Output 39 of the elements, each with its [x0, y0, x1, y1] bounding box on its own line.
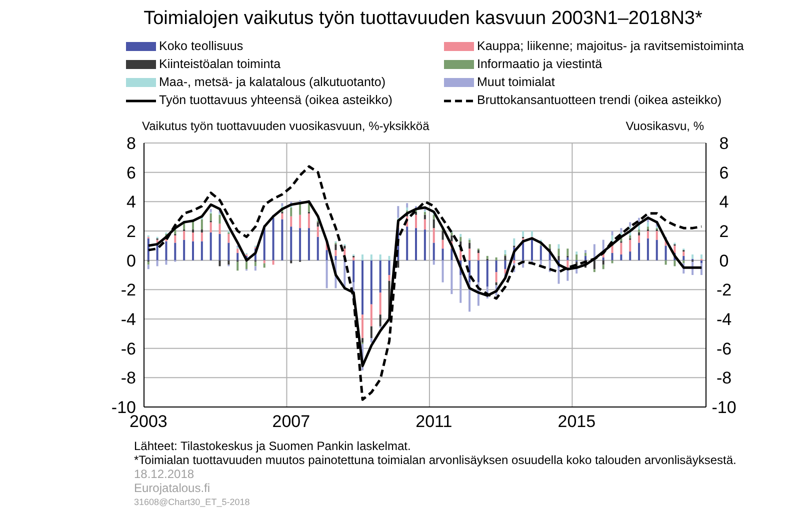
y-tick-label: -8: [120, 368, 136, 388]
y2-axis-title: Vuosikasvu, %: [626, 119, 704, 133]
y-tick-label: 6: [126, 163, 136, 182]
legend-label: Maa-, metsä- ja kalatalous (alkutuotanto): [159, 74, 386, 91]
y2-tick-label: -6: [716, 339, 732, 358]
x-tick-label: 2011: [416, 412, 452, 432]
legend-label: Työn tuottavuus yhteensä (oikea asteikko): [159, 92, 392, 109]
y2-tick-label: 8: [719, 134, 729, 154]
legend-label: Informaatio ja viestintä: [477, 56, 602, 73]
x-tick-label: 2015: [558, 412, 596, 432]
legend-label: Muut toimialat: [477, 74, 555, 91]
chart-title: Toimialojen vaikutus työn tuottavuuden kasvuun 2003N1–2018N3*: [142, 8, 704, 30]
text: 31608@Chart30_ET_5-2018: [134, 496, 251, 509]
x-tick-label: 2003: [130, 412, 168, 432]
y2-tick-label: -4: [716, 310, 732, 330]
y2-tick-label: -2: [716, 280, 732, 300]
y-axis-title: Vaikutus työn tuottavuuden vuosikasvuun, %-yksikköä: [142, 119, 430, 133]
y-tick-label: 2: [126, 222, 136, 242]
text: 18.12.2018: [134, 467, 196, 481]
y2-tick-label: 0: [719, 251, 729, 270]
y-tick-label: 0: [126, 251, 136, 270]
y2-tick-label: -10: [712, 398, 736, 418]
legend-label: Kiinteistöalan toiminta: [159, 56, 281, 73]
legend-label: Bruttokansantuotteen trendi (oikea asteikko): [477, 92, 722, 109]
y-tick-label: 4: [126, 192, 136, 212]
text: Lähteet: Tilastokeskus ja Suomen Pankin laskelmat.: [134, 439, 412, 453]
y2-tick-label: 6: [719, 163, 729, 182]
y2-tick-label: -8: [716, 368, 732, 388]
y-tick-label: -2: [120, 280, 136, 300]
text: Eurojatalous.fi: [134, 481, 212, 495]
y-tick-label: 8: [126, 134, 136, 154]
text: *Toimialan tuottavuuden muutos painotettuna toimialan arvonlisäyksen osuudella koko talouden arvonlisäyksestä.: [134, 453, 738, 467]
legend-label: Koko teollisuus: [159, 38, 244, 55]
y2-tick-label: 4: [719, 192, 729, 212]
x-tick-label: 2007: [272, 412, 310, 432]
y-tick-label: -4: [120, 310, 136, 330]
legend-label: Kauppa; liikenne; majoitus- ja ravitsemistoiminta: [477, 38, 744, 55]
y-tick-label: -6: [120, 339, 136, 358]
y2-tick-label: 2: [719, 222, 729, 242]
